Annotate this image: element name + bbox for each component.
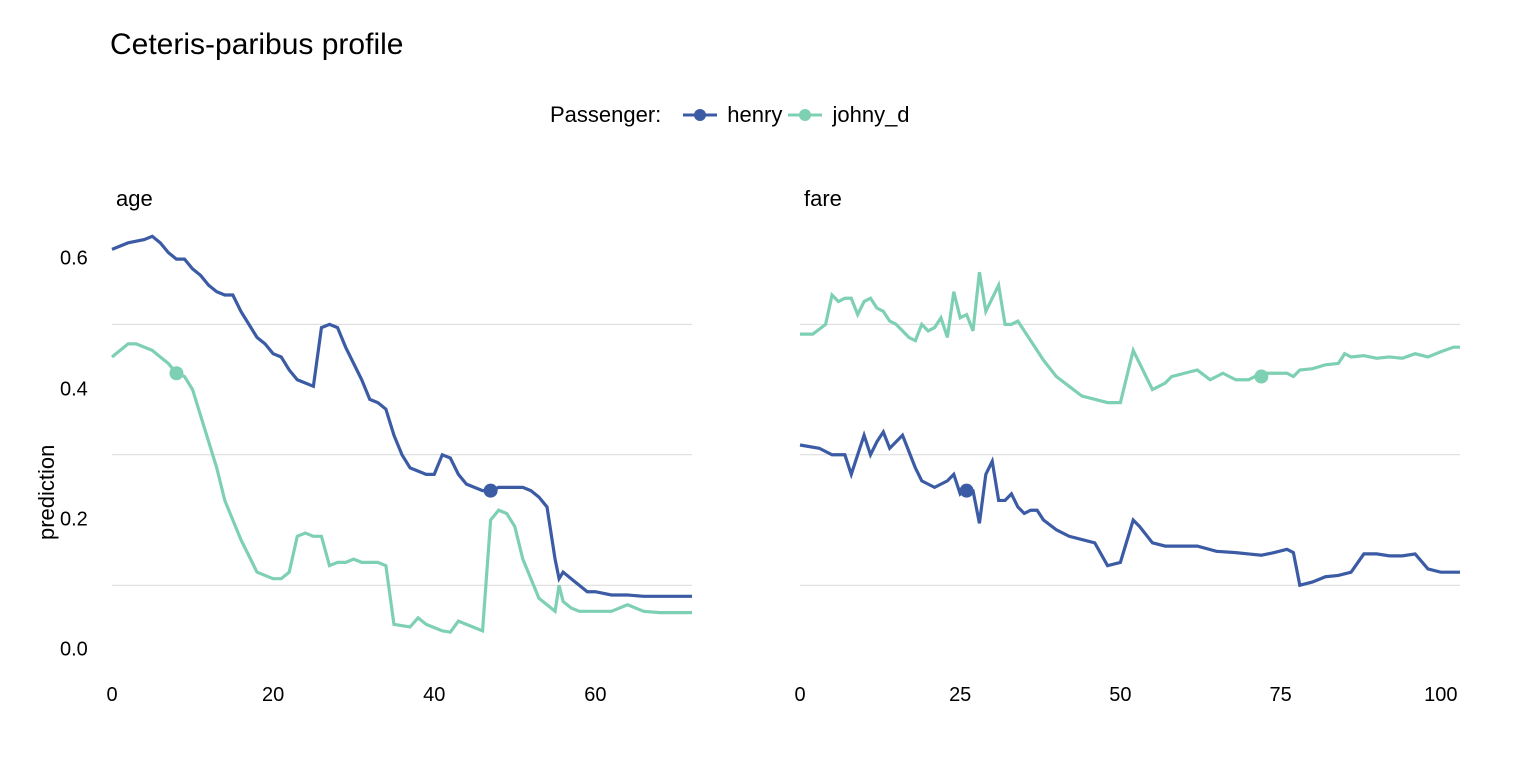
x-tick-label: 50 bbox=[1109, 684, 1131, 707]
legend-item-label: henry bbox=[727, 102, 782, 128]
x-tick-label: 0 bbox=[794, 684, 805, 707]
series-henry bbox=[112, 236, 692, 596]
observed-point-johny_d bbox=[169, 366, 183, 380]
y-tick-label: 0.6 bbox=[60, 248, 88, 271]
x-tick-label: 40 bbox=[423, 684, 445, 707]
plot-fare bbox=[800, 220, 1460, 670]
panel-title-age: age bbox=[116, 186, 153, 212]
x-tick-label: 75 bbox=[1269, 684, 1291, 707]
x-tick-label: 100 bbox=[1424, 684, 1457, 707]
x-tick-label: 60 bbox=[584, 684, 606, 707]
observed-point-henry bbox=[484, 484, 498, 498]
panel-fare: fare0255075100 bbox=[800, 0, 1460, 768]
chart-container: Ceteris-paribus profile Passenger: henry… bbox=[0, 0, 1536, 768]
y-axis-label: prediction bbox=[34, 445, 60, 540]
series-johny_d bbox=[800, 272, 1460, 402]
x-tick-label: 0 bbox=[106, 684, 117, 707]
observed-point-johny_d bbox=[1254, 370, 1268, 384]
panel-age: age02040600.00.20.40.6 bbox=[112, 0, 692, 768]
x-tick-label: 20 bbox=[262, 684, 284, 707]
plot-age bbox=[112, 220, 692, 670]
legend-item-henry: henry bbox=[683, 102, 782, 128]
y-tick-label: 0.0 bbox=[60, 639, 88, 662]
x-tick-label: 25 bbox=[949, 684, 971, 707]
panel-title-fare: fare bbox=[804, 186, 842, 212]
y-tick-label: 0.2 bbox=[60, 509, 88, 532]
series-johny_d bbox=[112, 344, 692, 632]
y-tick-label: 0.4 bbox=[60, 378, 88, 401]
observed-point-henry bbox=[960, 484, 974, 498]
